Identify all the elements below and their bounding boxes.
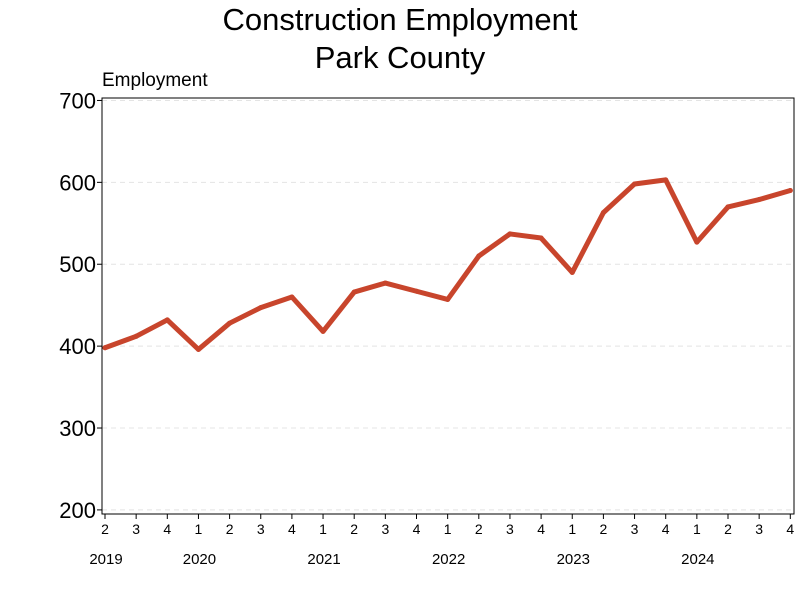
x-tick-label-17: 3 [631,521,639,537]
x-tick-label-6: 4 [288,521,296,537]
data-point-18 [663,177,669,183]
y-tick-label-300: 300 [59,416,96,441]
x-tick-label-0: 2 [101,521,109,537]
data-point-4 [227,320,233,326]
x-tick-label-15: 1 [568,521,576,537]
x-tick-label-12: 2 [475,521,483,537]
x-tick-label-21: 3 [755,521,763,537]
data-point-22 [787,188,793,194]
x-tick-label-8: 2 [350,521,358,537]
data-point-3 [195,346,201,352]
data-point-5 [258,305,264,311]
plot-frame [101,97,795,515]
data-point-13 [507,231,513,237]
x-tick-label-20: 2 [724,521,732,537]
year-label-2020: 2020 [183,551,216,568]
x-tick-label-13: 3 [506,521,514,537]
data-point-12 [476,253,482,259]
x-tick-label-19: 1 [693,521,701,537]
y-tick-label-600: 600 [59,170,96,195]
gridlines [102,99,794,511]
y-tick-label-400: 400 [59,334,96,359]
y-tick-label-200: 200 [59,498,96,523]
x-tick-label-16: 2 [600,521,608,537]
data-point-10 [414,288,419,294]
x-axis: 2 3 4 1 2 3 4 1 2 3 4 1 2 3 4 1 2 3 4 1 2 3 4 2019 2020 2021 2022 2… [89,514,794,568]
data-point-16 [600,210,606,216]
x-tick-label-22: 4 [786,521,794,537]
y-axis-label: Employment [102,70,208,91]
year-label-2019: 2019 [89,551,122,568]
data-point-6 [289,294,295,300]
x-tick-label-14: 4 [537,521,545,537]
chart-title-line-2: Park County [315,40,486,75]
series-group [102,177,793,352]
data-point-17 [632,181,638,187]
data-point-19 [694,239,700,245]
data-point-20 [725,204,731,210]
x-tick-label-9: 3 [381,521,389,537]
data-point-7 [320,328,326,334]
y-axis: 200 300 400 500 600 700 [59,88,102,523]
x-tick-label-18: 4 [662,521,670,537]
data-point-1 [133,333,139,339]
year-label-2023: 2023 [557,551,590,568]
x-tick-label-11: 1 [444,521,452,537]
x-tick-label-2: 4 [163,521,171,537]
year-label-2021: 2021 [307,551,340,568]
x-tick-label-1: 3 [132,521,140,537]
data-point-0 [102,345,108,351]
data-point-21 [756,197,762,203]
x-tick-label-4: 2 [226,521,234,537]
data-point-14 [538,235,544,241]
data-point-15 [569,269,575,275]
data-point-2 [164,317,170,323]
y-tick-label-500: 500 [59,252,96,277]
year-label-2022: 2022 [432,551,465,568]
y-tick-label-700: 700 [59,88,96,113]
chart-title-line-1: Construction Employment [223,2,578,37]
data-point-9 [382,280,388,286]
x-tick-label-10: 4 [413,521,421,537]
x-tick-label-7: 1 [319,521,327,537]
year-label-2024: 2024 [681,551,714,568]
data-point-8 [351,289,357,295]
data-point-11 [445,296,451,302]
x-tick-label-5: 3 [257,521,265,537]
x-tick-label-3: 1 [195,521,203,537]
